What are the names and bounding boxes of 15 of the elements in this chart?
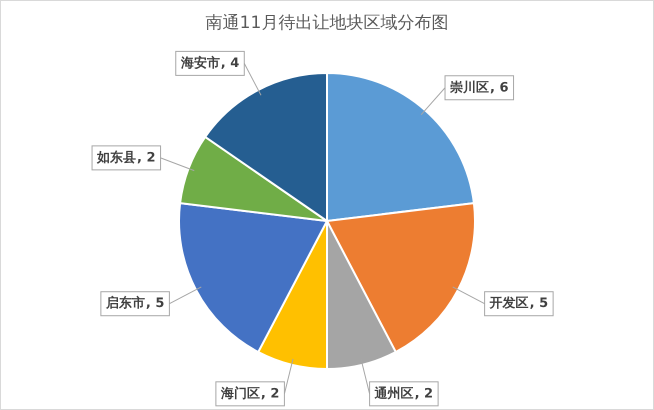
slice-label: 如东县 bbox=[96, 149, 136, 166]
slice-label: 启东市 bbox=[104, 295, 145, 312]
data-label: , 2 bbox=[137, 150, 156, 166]
chart-title: 南通11月待出让地块区域分布图 bbox=[206, 13, 448, 33]
data-label: , 5 bbox=[530, 296, 548, 312]
slice-label: 通州区 bbox=[374, 385, 414, 402]
slice-label: 崇川区 bbox=[449, 80, 490, 96]
data-label: , 5 bbox=[146, 296, 164, 312]
slice-label: 海门区 bbox=[220, 385, 260, 402]
data-label: , 2 bbox=[260, 386, 280, 402]
data-label: , 6 bbox=[490, 80, 509, 96]
slice-label: 海安市 bbox=[180, 54, 220, 71]
data-label: , 4 bbox=[220, 56, 240, 71]
slice-label: 开发区 bbox=[488, 296, 529, 312]
data-label: , 2 bbox=[414, 386, 434, 402]
